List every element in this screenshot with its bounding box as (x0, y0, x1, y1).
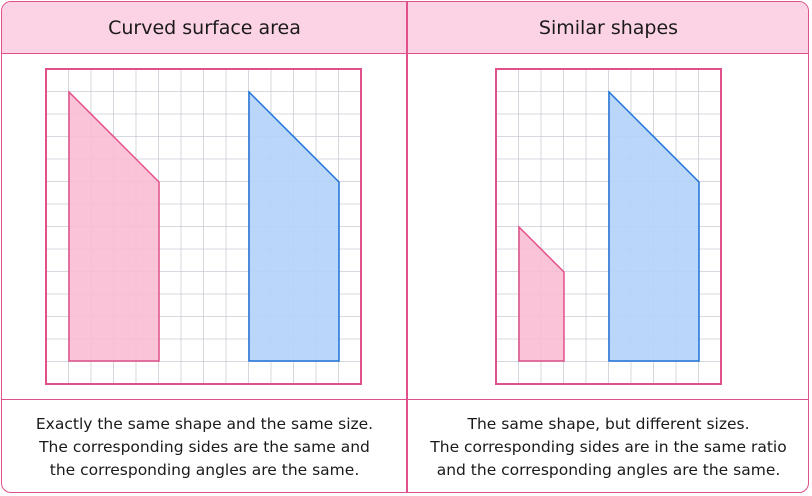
caption-line: the corresponding angles are the same. (49, 460, 360, 479)
panel-title-similar: Similar shapes (407, 2, 808, 54)
caption-line: The corresponding sides are the same and (39, 437, 370, 456)
caption-line: The corresponding sides are in the same … (430, 437, 787, 456)
caption-line: The same shape, but different sizes. (467, 414, 750, 433)
column-divider (406, 2, 408, 492)
grid-frame-left (45, 68, 362, 385)
caption-similar: The same shape, but different sizes. The… (407, 399, 808, 492)
grid-frame-right (495, 68, 722, 385)
small-pink-shape (518, 225, 565, 362)
caption-congruent: Exactly the same shape and the same size… (2, 399, 407, 492)
pink-shape-left (68, 90, 160, 362)
caption-line: Exactly the same shape and the same size… (35, 414, 374, 433)
large-blue-shape (608, 90, 700, 362)
caption-line: and the corresponding angles are the sam… (436, 460, 781, 479)
blue-shape-left (248, 90, 340, 362)
panel-title-congruent: Curved surface area (2, 2, 407, 54)
